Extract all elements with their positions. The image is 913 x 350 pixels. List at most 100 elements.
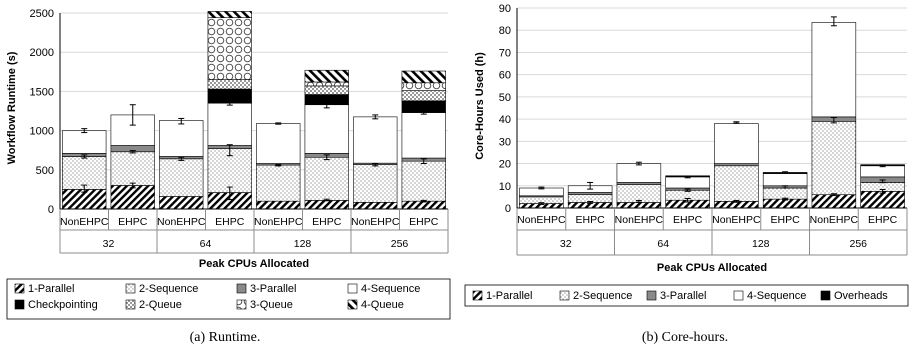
legend-box [6, 278, 451, 320]
legend-label: Overheads [834, 290, 888, 302]
legend-label: 3-Parallel [250, 283, 296, 295]
legend-swatch-4-sequence [733, 290, 744, 301]
bar-segment-4-queue [207, 11, 252, 19]
bars [62, 11, 446, 210]
bar-segment-4-sequence [62, 130, 107, 154]
bar-segment-4-sequence [860, 165, 905, 178]
bar-segment-4-sequence [714, 123, 759, 164]
bar-segment-2-sequence [762, 187, 808, 200]
legend-label: 4-Queue [361, 299, 404, 311]
y-tick-label: 0 [48, 204, 54, 216]
y-tick-labels: 0 500 1000 1500 2000 2500 [30, 8, 54, 216]
bar-segment-1-parallel [811, 194, 857, 209]
x-category-label: EHPC [118, 216, 148, 228]
runtime-chart: Workflow Runtime (s) 0 500 1000 1500 2000 250… [6, 8, 451, 345]
bar-segment-2-sequence [304, 156, 349, 201]
legend-swatch-1-parallel [14, 283, 25, 294]
x-group-label: 256 [849, 238, 867, 250]
bar-segment-3-queue [207, 17, 252, 80]
x-group-label: 32 [560, 238, 572, 250]
legend-label: 2-Sequence [139, 283, 198, 295]
legend-swatch-3-parallel [646, 290, 657, 301]
y-tick-label: 40 [499, 114, 511, 126]
x-group-label: 128 [752, 238, 770, 250]
legend-label: 2-Sequence [573, 290, 632, 302]
legend-swatch-overheads [820, 290, 831, 301]
bar-segment-2-sequence [714, 165, 759, 202]
bar-segment-2-queue [207, 79, 252, 90]
legend-label: 4-Sequence [361, 283, 420, 295]
legend-label: Checkpointing [28, 299, 98, 311]
y-axis-title: Workflow Runtime (s) [6, 51, 18, 164]
legend-swatch-2-sequence [125, 283, 136, 294]
bar-segment-2-sequence [353, 164, 398, 203]
x-category-label: NonEHPC [60, 216, 109, 228]
caption: (a) Runtime. [190, 330, 261, 345]
legend: 1-Parallel 2-Sequence 3-Parallel 4-Sequence… [6, 278, 451, 320]
x-category-label: EHPC [409, 216, 439, 228]
y-tick-label: 90 [499, 3, 511, 15]
bar-segment-2-sequence [256, 164, 301, 202]
legend-swatch-3-queue [236, 299, 247, 310]
bar-segment-1-parallel [110, 185, 155, 210]
y-tick-label: 1500 [30, 86, 54, 98]
y-tick-label: 30 [499, 136, 511, 148]
bar-segment-4-sequence [616, 163, 662, 183]
x-category-label: NonEHPC [615, 214, 664, 226]
bar-segment-1-parallel [860, 191, 905, 209]
bar-segment-4-sequence [207, 102, 252, 146]
legend-label: 1-Parallel [28, 283, 74, 295]
bar-segment-4-queue [304, 69, 349, 83]
x-axis-table: NonEHPC EHPC NonEHPC EHPC NonEHPC EHPC NonEHPC… [59, 13, 449, 254]
bar-segment-2-queue [401, 90, 446, 102]
bar-segment-2-sequence [110, 151, 155, 186]
bar-segment-4-sequence [401, 112, 446, 159]
x-category-label: NonEHPC [712, 214, 761, 226]
legend-label: 3-Parallel [660, 290, 706, 302]
x-group-label: 64 [657, 238, 669, 250]
bar-segment-3-queue [401, 82, 446, 91]
bar-segment-3-parallel [714, 163, 759, 167]
x-group-label: 128 [294, 238, 312, 250]
bars [519, 22, 905, 209]
bar-segment-3-parallel [567, 192, 613, 195]
legend-swatch-1-parallel [472, 290, 483, 301]
y-tick-label: 10 [499, 181, 511, 193]
core-hours-chart: Core-Hours Used (h) 0102030405060708090 … [464, 3, 909, 345]
y-tick-label: 2500 [30, 8, 54, 20]
x-category-label: EHPC [771, 214, 801, 226]
x-category-label: NonEHPC [254, 216, 303, 228]
bar-segment-1-parallel [304, 200, 349, 210]
bar-segment-2-sequence [811, 121, 857, 195]
x-axis-title: Peak CPUs Allocated [657, 262, 767, 274]
y-tick-label: 60 [499, 70, 511, 82]
y-tick-label: 20 [499, 159, 511, 171]
y-tick-label: 50 [499, 92, 511, 104]
x-category-label: NonEHPC [517, 214, 566, 226]
y-tick-label: 70 [499, 47, 511, 59]
legend-label: 2-Queue [139, 299, 182, 311]
bar-segment-1-parallel [256, 200, 301, 210]
x-category-label: NonEHPC [351, 216, 400, 228]
bar-segment-4-sequence [256, 123, 301, 164]
y-tick-label: 80 [499, 25, 511, 37]
x-category-label: NonEHPC [810, 214, 859, 226]
bar-segment-2-sequence [159, 158, 204, 197]
legend-swatch-2-sequence [559, 290, 570, 301]
x-category-label: EHPC [576, 214, 606, 226]
legend-swatch-2-queue [125, 299, 136, 310]
y-tick-label: 500 [36, 165, 54, 177]
bar-segment-1-parallel [616, 202, 662, 209]
bar-segment-4-queue [401, 70, 446, 84]
legend-swatch-3-parallel [236, 283, 247, 294]
y-tick-labels: 0 10 20 30 40 50 60 70 80 90 [499, 3, 511, 215]
legend-label: 3-Queue [250, 299, 293, 311]
legend-swatch-4-queue [347, 299, 358, 310]
caption: (b) Core-hours. [642, 330, 728, 345]
x-category-label: NonEHPC [157, 216, 206, 228]
bar-segment-2-sequence [62, 156, 107, 190]
bar-segment-2-queue [304, 85, 349, 95]
x-axis-title: Peak CPUs Allocated [199, 258, 309, 270]
y-tick-label: 1000 [30, 126, 54, 138]
legend-box [464, 284, 909, 307]
